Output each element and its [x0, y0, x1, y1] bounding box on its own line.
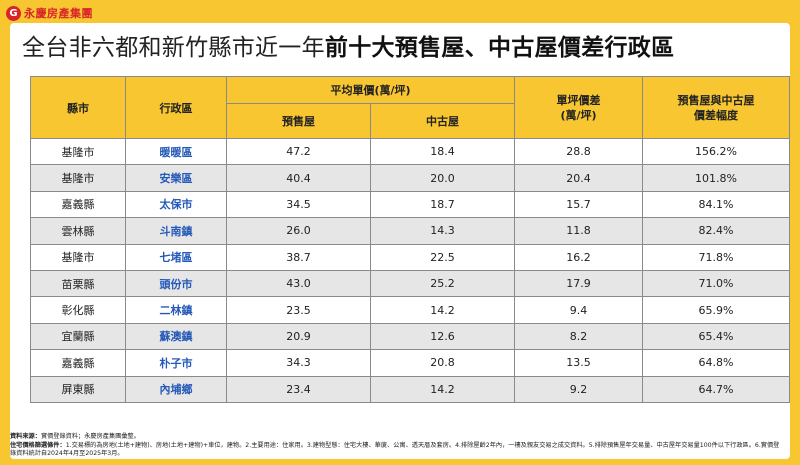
cell-pct: 84.1%: [642, 190, 791, 219]
cell-diff: 11.8: [514, 217, 644, 245]
cell-used: 22.5: [369, 243, 516, 271]
price-gap-table: 縣市 行政區 平均單價(萬/坪) 單坪價差 (萬/坪) 預售屋與中古屋 價差幅度…: [30, 76, 791, 403]
cell-county: 彰化縣: [30, 296, 126, 324]
brand-name: 永慶房產集團: [24, 7, 93, 20]
table-row: 嘉義縣 朴子市 34.3 20.8 13.5 64.8%: [30, 349, 791, 377]
brand-mark-icon: G: [6, 5, 21, 21]
table-row: 屏東縣 內埔鄉 23.4 14.2 9.2 64.7%: [30, 375, 791, 403]
cell-district: 斗南鎮: [125, 217, 227, 245]
cell-pct: 65.9%: [642, 296, 791, 324]
cell-used: 20.0: [369, 164, 516, 192]
table-row: 雲林縣 斗南鎮 26.0 14.3 11.8 82.4%: [30, 217, 791, 245]
cell-pct: 65.4%: [642, 322, 791, 351]
cell-presale: 47.2: [226, 137, 371, 166]
cell-diff: 16.2: [514, 243, 644, 271]
header-pct: 預售屋與中古屋 價差幅度: [642, 76, 791, 139]
criteria-text: 1.交易標的為房地(土地+建物)、房地(土地+建物)+車位，建物。2.主要用途：…: [10, 441, 780, 458]
table-row: 彰化縣 二林鎮 23.5 14.2 9.4 65.9%: [30, 296, 791, 324]
cell-diff: 13.5: [514, 349, 644, 377]
cell-used: 14.2: [369, 375, 516, 403]
cell-pct: 71.0%: [642, 269, 791, 298]
cell-diff: 28.8: [514, 137, 644, 166]
cell-presale: 43.0: [226, 269, 371, 298]
cell-county: 宜蘭縣: [30, 322, 126, 351]
criteria-note: 住宅價格篩選條件：1.交易標的為房地(土地+建物)、房地(土地+建物)+車位，建…: [10, 442, 785, 459]
cell-county: 基隆市: [30, 137, 126, 166]
cell-county: 嘉義縣: [30, 349, 126, 377]
cell-district: 暖暖區: [125, 137, 227, 166]
table-row: 基隆市 七堵區 38.7 22.5 16.2 71.8%: [30, 243, 791, 271]
cell-used: 14.3: [369, 217, 516, 245]
cell-pct: 64.8%: [642, 349, 791, 377]
brand-logo: G 永慶房產集團: [6, 4, 93, 22]
header-used: 中古屋: [369, 103, 516, 139]
header-county: 縣市: [30, 76, 126, 139]
cell-county: 雲林縣: [30, 217, 126, 245]
cell-county: 嘉義縣: [30, 190, 126, 219]
cell-diff: 9.2: [514, 375, 644, 403]
table-row: 苗栗縣 頭份市 43.0 25.2 17.9 71.0%: [30, 269, 791, 298]
cell-presale: 23.4: [226, 375, 371, 403]
cell-diff: 8.2: [514, 322, 644, 351]
cell-district: 內埔鄉: [125, 375, 227, 403]
cell-county: 屏東縣: [30, 375, 126, 403]
cell-district: 朴子市: [125, 349, 227, 377]
cell-district: 安樂區: [125, 164, 227, 192]
cell-used: 18.7: [369, 190, 516, 219]
cell-diff: 17.9: [514, 269, 644, 298]
cell-pct: 82.4%: [642, 217, 791, 245]
cell-county: 基隆市: [30, 164, 126, 192]
cell-presale: 23.5: [226, 296, 371, 324]
cell-presale: 20.9: [226, 322, 371, 351]
cell-used: 14.2: [369, 296, 516, 324]
header-district: 行政區: [125, 76, 227, 139]
cell-pct: 156.2%: [642, 137, 791, 166]
table-row: 宜蘭縣 蘇澳鎮 20.9 12.6 8.2 65.4%: [30, 322, 791, 351]
footnotes: 資料來源：實價登錄資料；永慶房產集團彙整。 住宅價格篩選條件：1.交易標的為房地…: [10, 433, 785, 459]
criteria-label: 住宅價格篩選條件：: [10, 441, 66, 449]
header-pct-line2: 價差幅度: [694, 108, 739, 122]
table-row: 基隆市 暖暖區 47.2 18.4 28.8 156.2%: [30, 137, 791, 166]
header-diff-line1: 單坪價差: [556, 93, 601, 107]
cell-presale: 34.5: [226, 190, 371, 219]
cell-used: 12.6: [369, 322, 516, 351]
header-diff: 單坪價差 (萬/坪): [514, 76, 644, 139]
cell-district: 七堵區: [125, 243, 227, 271]
cell-diff: 20.4: [514, 164, 644, 192]
header-avg-price: 平均單價(萬/坪): [225, 76, 516, 104]
cell-diff: 15.7: [514, 190, 644, 219]
cell-district: 頭份市: [125, 269, 227, 298]
cell-used: 18.4: [369, 137, 516, 166]
header-diff-line2: (萬/坪): [560, 108, 597, 122]
page-title: 全台非六都和新竹縣市近一年前十大預售屋、中古屋價差行政區: [22, 31, 782, 65]
content-panel: 全台非六都和新竹縣市近一年前十大預售屋、中古屋價差行政區 縣市 行政區 平均單價…: [10, 23, 791, 459]
cell-presale: 38.7: [226, 243, 371, 271]
cell-diff: 9.4: [514, 296, 644, 324]
cell-pct: 71.8%: [642, 243, 791, 271]
source-label: 資料來源：: [10, 433, 41, 440]
title-emphasis: 前十大預售屋、中古屋價差行政區: [324, 35, 675, 61]
source-note: 資料來源：實價登錄資料；永慶房產集團彙整。: [10, 433, 785, 442]
cell-district: 蘇澳鎮: [125, 322, 227, 351]
cell-county: 苗栗縣: [30, 269, 126, 298]
table-row: 基隆市 安樂區 40.4 20.0 20.4 101.8%: [30, 164, 791, 192]
cell-used: 20.8: [369, 349, 516, 377]
cell-presale: 26.0: [226, 217, 371, 245]
cell-presale: 40.4: [226, 164, 371, 192]
title-prefix: 全台非六都和新竹縣市近一年: [22, 35, 325, 61]
cell-district: 太保市: [125, 190, 227, 219]
cell-used: 25.2: [369, 269, 516, 298]
table-row: 嘉義縣 太保市 34.5 18.7 15.7 84.1%: [30, 190, 791, 219]
cell-presale: 34.3: [226, 349, 371, 377]
source-text: 實價登錄資料；永慶房產集團彙整。: [40, 433, 140, 440]
cell-county: 基隆市: [30, 243, 126, 271]
cell-district: 二林鎮: [125, 296, 227, 324]
header-presale: 預售屋: [226, 103, 371, 139]
header-pct-line1: 預售屋與中古屋: [677, 93, 755, 107]
cell-pct: 101.8%: [642, 164, 791, 192]
cell-pct: 64.7%: [642, 375, 791, 403]
